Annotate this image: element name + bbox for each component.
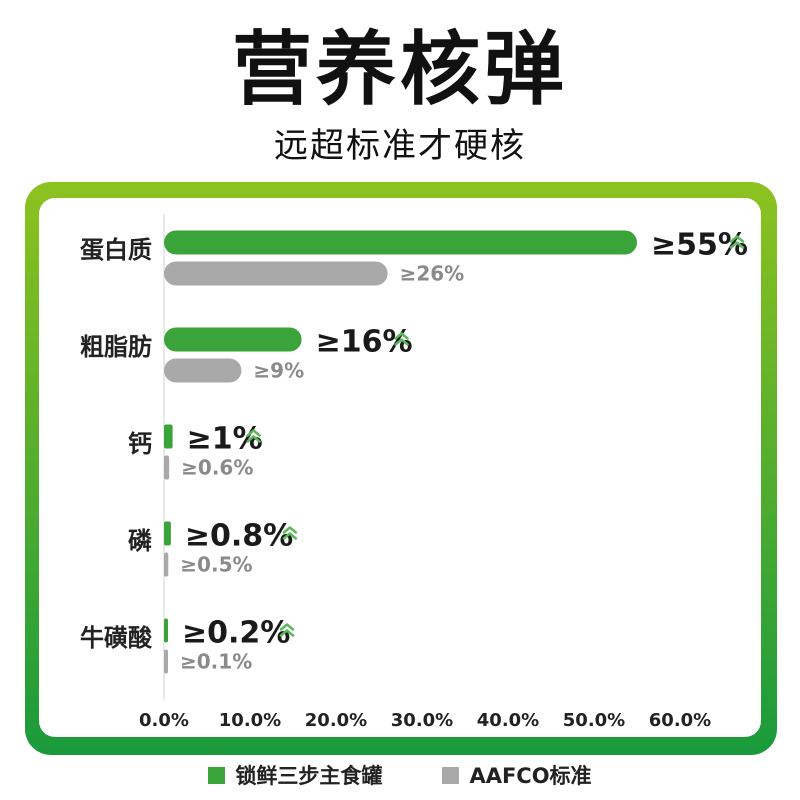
data-label-series2: ≥9% xyxy=(253,359,304,383)
legend-label-series2: AAFCO标准 xyxy=(469,764,592,788)
legend-item-series1: 锁鲜三步主食罐 xyxy=(208,760,382,790)
bar-series1 xyxy=(164,521,171,546)
double-chevron-up-icon xyxy=(394,332,409,346)
bar-series2 xyxy=(164,358,242,383)
legend-label-series1: 锁鲜三步主食罐 xyxy=(235,764,383,788)
chart-panel xyxy=(39,198,761,737)
legend-swatch-gray xyxy=(442,766,460,784)
data-label-series1: ≥0.8% xyxy=(185,519,293,554)
data-label-series2: ≥0.6% xyxy=(181,456,253,480)
legend-item-series2: AAFCO标准 xyxy=(442,760,592,790)
double-chevron-up-icon xyxy=(282,526,298,540)
bar-series2 xyxy=(164,261,388,286)
double-chevron-up-icon xyxy=(279,623,295,637)
double-chevron-up-icon xyxy=(729,235,745,249)
category-label: 蛋白质 xyxy=(80,236,152,264)
page-title: 营养核弹 xyxy=(232,23,568,116)
double-chevron-up-icon xyxy=(246,429,261,443)
category-label: 粗脂肪 xyxy=(80,333,152,361)
x-tick-label: 40.0% xyxy=(477,710,539,731)
bar-series1 xyxy=(164,327,302,352)
category-label: 牛磺酸 xyxy=(80,624,153,652)
bar-series1 xyxy=(164,424,173,449)
data-label-series2: ≥0.5% xyxy=(180,553,252,577)
x-tick-label: 20.0% xyxy=(305,710,367,731)
bar-series1 xyxy=(164,618,168,643)
data-label-series1: ≥55% xyxy=(651,228,748,263)
bar-series2 xyxy=(164,552,169,577)
page-subtitle: 远超标准才硬核 xyxy=(274,126,526,166)
chart-legend: 锁鲜三步主食罐 AAFCO标准 xyxy=(0,758,800,792)
bar-series2 xyxy=(164,649,168,674)
x-tick-label: 10.0% xyxy=(219,710,281,731)
data-label-series1: ≥16% xyxy=(316,325,413,360)
data-label-series2: ≥0.1% xyxy=(180,650,252,674)
bar-series2 xyxy=(164,455,170,480)
x-tick-label: 0.0% xyxy=(139,710,189,731)
x-tick-label: 30.0% xyxy=(391,710,453,731)
x-tick-label: 50.0% xyxy=(563,710,625,731)
legend-swatch-green xyxy=(208,766,226,784)
bar-series1 xyxy=(164,230,637,255)
category-label: 磷 xyxy=(128,527,152,555)
data-label-series1: ≥0.2% xyxy=(182,616,290,651)
data-label-series2: ≥26% xyxy=(400,262,465,286)
category-label: 钙 xyxy=(128,430,152,458)
x-tick-label: 60.0% xyxy=(649,710,711,731)
